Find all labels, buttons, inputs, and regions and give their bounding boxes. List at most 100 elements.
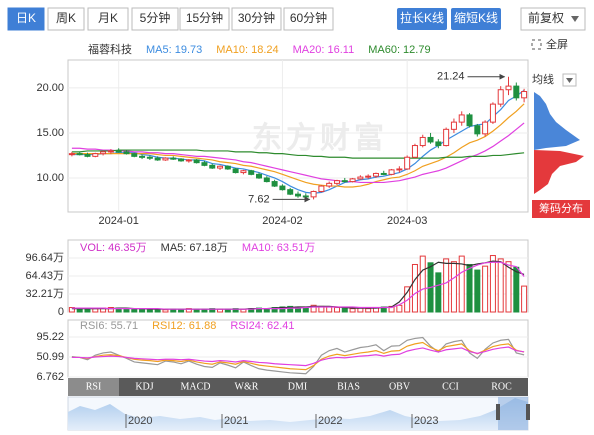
- period-tab[interactable]: [179, 7, 230, 31]
- period-tab[interactable]: [7, 7, 45, 31]
- candle-body: [232, 168, 239, 174]
- period-tab-label: 15分钟: [186, 10, 223, 25]
- volume-bar: [107, 307, 114, 313]
- volume-bar: [411, 263, 418, 313]
- series-line: [71, 103, 525, 188]
- zoom-button[interactable]: [397, 8, 447, 30]
- candle-body: [489, 103, 496, 123]
- volume-bar: [435, 272, 442, 313]
- candle-body: [396, 168, 403, 171]
- y-tick-label: 15.00: [36, 127, 64, 139]
- overview-year: 2021: [224, 415, 248, 427]
- candle-body: [107, 150, 114, 153]
- volume-bar: [310, 304, 317, 313]
- period-tab[interactable]: [131, 7, 179, 31]
- legend-entry: RSI12: 61.88: [152, 320, 216, 332]
- candle-body: [170, 157, 177, 160]
- series-line: [71, 261, 525, 310]
- volume-bar: [404, 286, 411, 313]
- indicator-tab[interactable]: RSI: [86, 381, 102, 392]
- legend-entry: MA60: 12.79: [368, 44, 430, 56]
- overview-window[interactable]: [498, 397, 528, 430]
- period-tab[interactable]: [283, 7, 334, 31]
- indicator-tab[interactable]: CCI: [442, 381, 459, 392]
- y-tick-label: 50.99: [36, 351, 64, 363]
- volume-bar: [68, 307, 75, 313]
- indicator-tab[interactable]: DMI: [288, 381, 307, 392]
- volume-bar: [326, 306, 333, 313]
- watermark: 东方财富: [252, 121, 388, 155]
- candle-body: [76, 153, 83, 156]
- period-tab-label: 月K: [98, 11, 118, 25]
- candle-body: [435, 141, 442, 147]
- candle-body: [92, 153, 99, 157]
- candle-body: [115, 150, 122, 153]
- volume-bar: [505, 261, 512, 313]
- indicator-bar: [68, 378, 528, 396]
- y-tick-label: 32.21万: [25, 288, 64, 300]
- candle-body: [279, 185, 286, 191]
- candle-body: [302, 195, 309, 198]
- series-line: [71, 346, 525, 367]
- volume-bar: [396, 304, 403, 313]
- volume-bar: [349, 308, 356, 313]
- candle-body: [84, 154, 91, 157]
- candle-body: [482, 121, 489, 135]
- candle-body: [154, 157, 161, 161]
- adjust-select[interactable]: [520, 7, 586, 31]
- zoom-button[interactable]: [451, 8, 501, 30]
- indicator-tab[interactable]: ROC: [491, 381, 512, 392]
- volume-bar: [466, 263, 473, 313]
- candle-body: [123, 151, 130, 155]
- adjust-select-label: 前复权: [528, 10, 564, 25]
- volume-bar: [521, 285, 528, 313]
- overview-area: [68, 398, 528, 430]
- candle-body: [388, 169, 395, 175]
- volume-bar: [341, 307, 348, 313]
- fullscreen-label[interactable]: 全屏: [546, 37, 568, 51]
- legend-entry: VOL: 46.35万: [80, 242, 147, 254]
- legend-entry: MA10: 63.51万: [242, 242, 315, 254]
- indicator-tab[interactable]: MACD: [180, 381, 210, 392]
- candle-body: [341, 180, 348, 183]
- chip-button-label: 筹码分布: [539, 201, 583, 215]
- y-tick-label: 10.00: [36, 172, 64, 184]
- fullscreen-icon[interactable]: [531, 39, 542, 50]
- candle-body: [201, 162, 208, 166]
- indicator-tab[interactable]: OBV: [389, 381, 411, 392]
- overview-handle[interactable]: [496, 404, 500, 420]
- volume-bar: [287, 305, 294, 313]
- period-tab[interactable]: [231, 7, 282, 31]
- candle-body: [505, 85, 512, 91]
- chip-button[interactable]: [532, 200, 590, 218]
- legend-entry: RSI6: 55.71: [80, 320, 138, 332]
- overview-year: 2022: [318, 415, 342, 427]
- y-tick-label: 96.64万: [25, 252, 64, 264]
- indicator-tab[interactable]: W&R: [235, 381, 259, 392]
- candle-body: [466, 114, 473, 127]
- candle-body: [209, 164, 216, 169]
- candle-body: [521, 91, 528, 99]
- candle-body: [139, 155, 146, 158]
- period-tab[interactable]: [87, 7, 129, 31]
- candle-body: [178, 158, 185, 162]
- indicator-tab[interactable]: BIAS: [337, 381, 360, 392]
- overview-handle[interactable]: [526, 404, 530, 420]
- indicator-tab[interactable]: KDJ: [135, 381, 153, 392]
- chip-profile-red: [534, 150, 584, 194]
- candle-body: [372, 172, 379, 177]
- candle-body: [357, 176, 364, 180]
- period-tab[interactable]: [47, 7, 85, 31]
- candle-body: [513, 85, 520, 99]
- candle-body: [162, 157, 169, 161]
- candle-body: [458, 114, 465, 123]
- plot-frame: [67, 59, 529, 213]
- period-tab-label: 5分钟: [140, 10, 171, 25]
- y-tick-label: 6.762: [36, 371, 64, 383]
- volume-bar: [146, 309, 153, 313]
- legend-entry: RSI24: 62.41: [230, 320, 294, 332]
- indicator-tab-active[interactable]: [68, 378, 119, 396]
- candle-body: [287, 189, 294, 195]
